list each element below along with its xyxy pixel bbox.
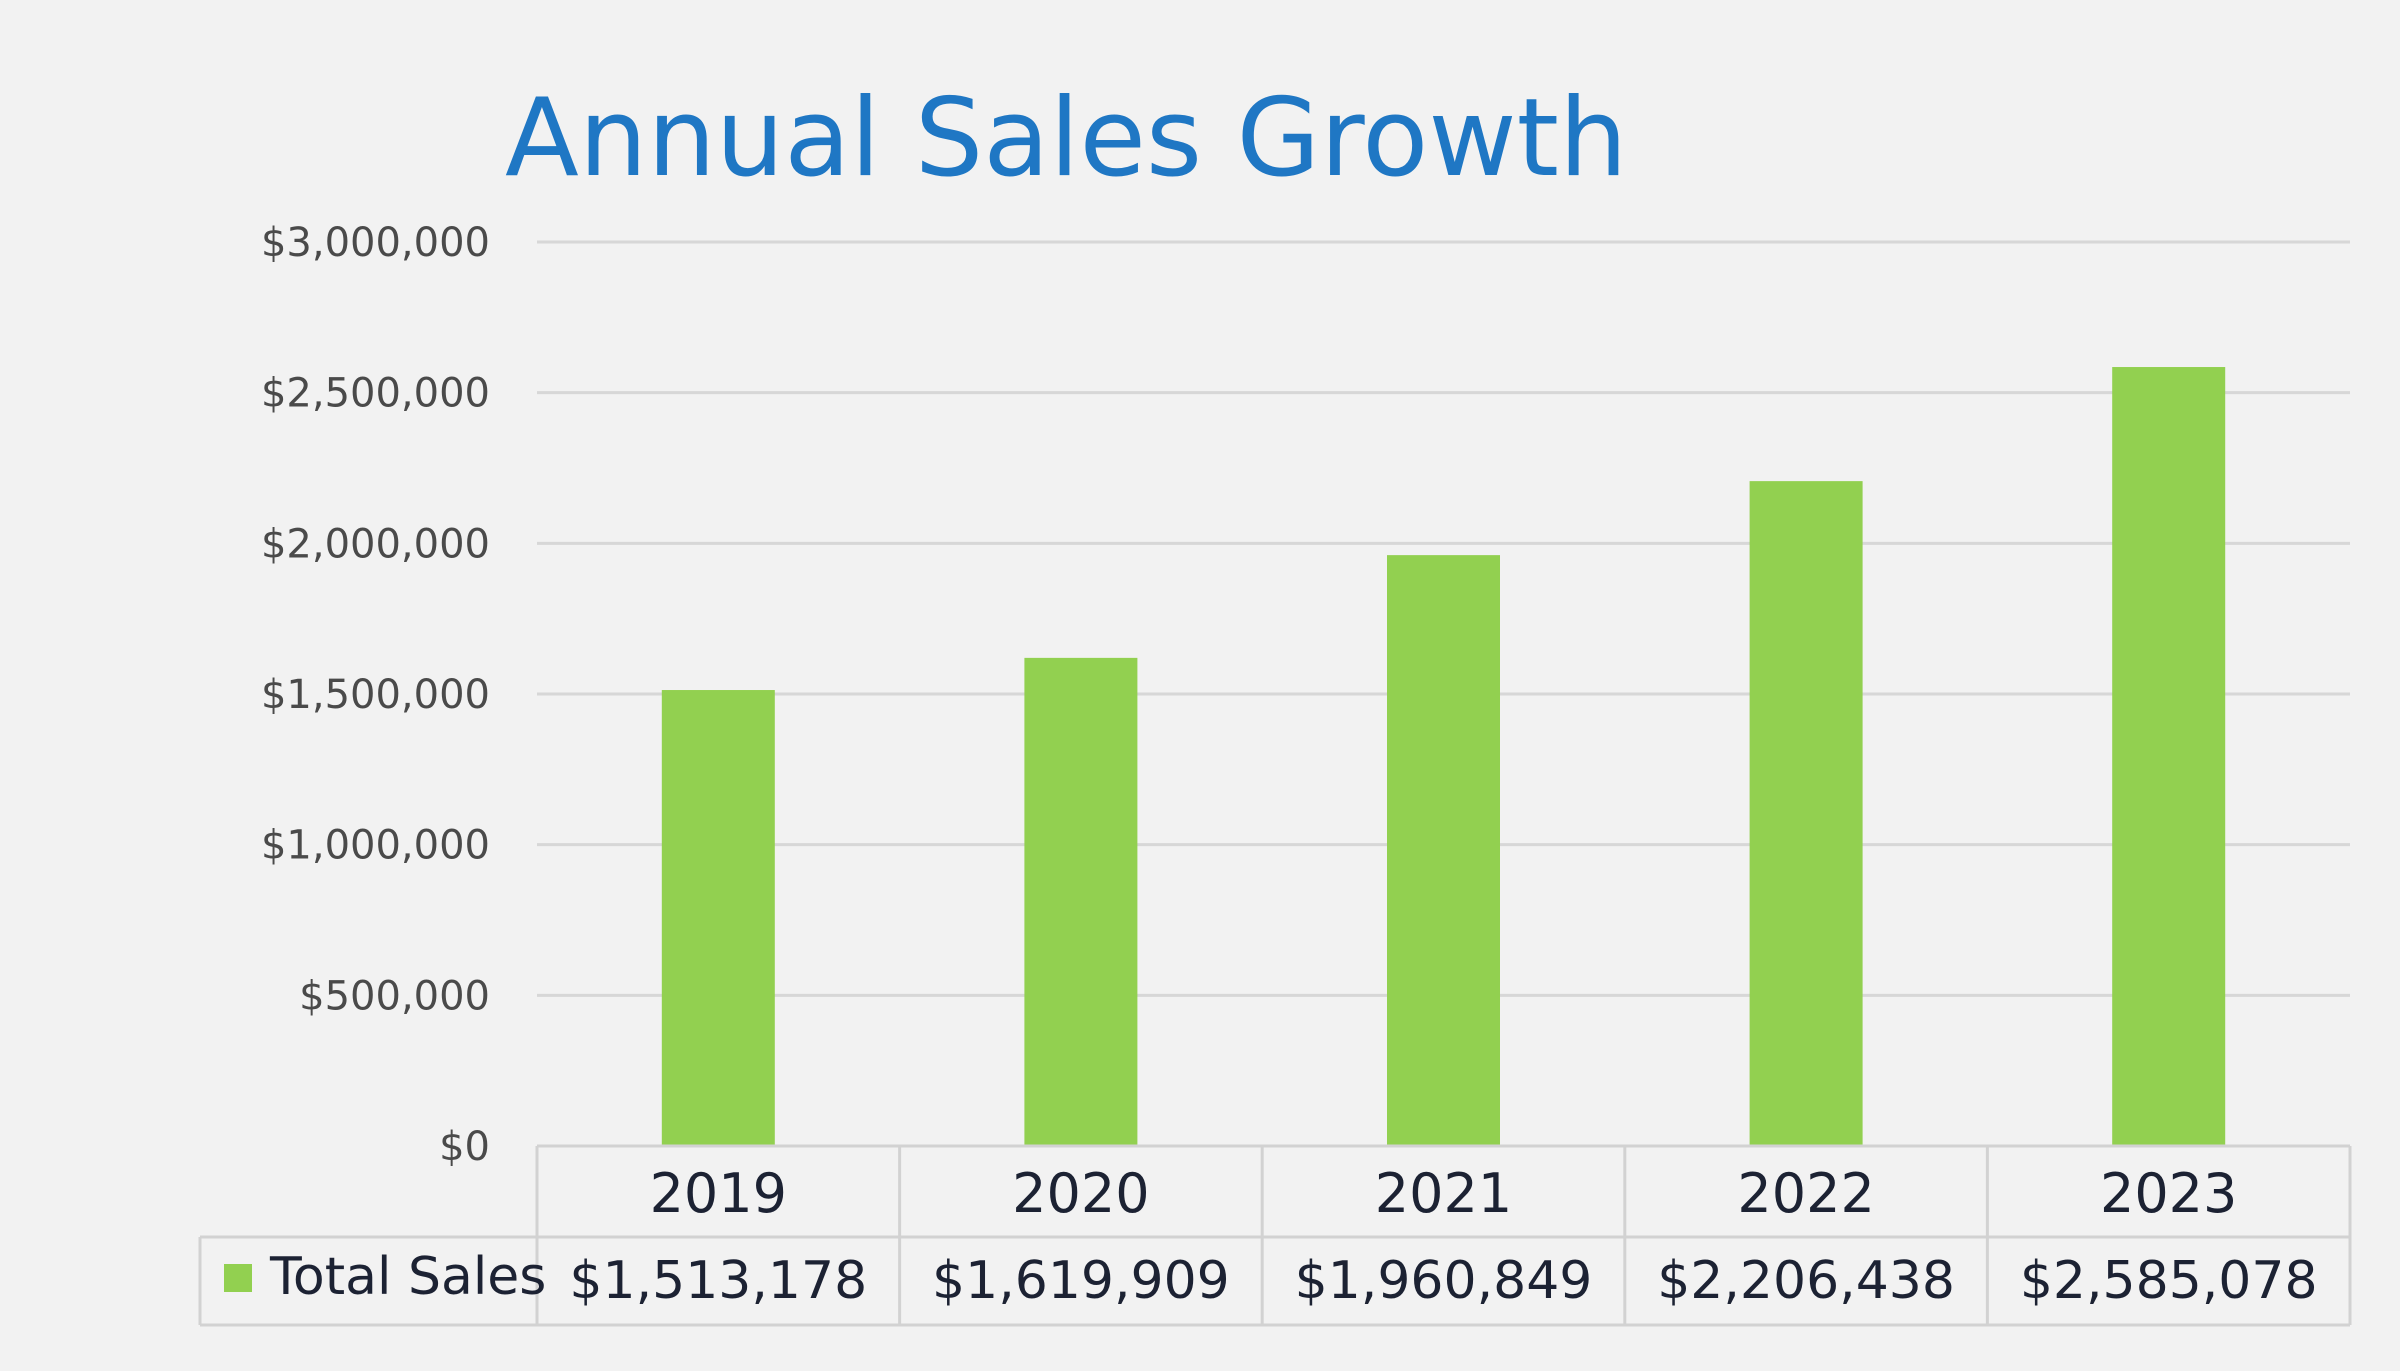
bar	[1749, 481, 1863, 1146]
y-tick-label: $500,000	[299, 973, 490, 1019]
data-label: $1,619,909	[932, 1251, 1230, 1311]
chart-title: Annual Sales Growth	[505, 76, 1627, 201]
y-tick-label: $2,000,000	[261, 521, 490, 567]
data-label: $1,960,849	[1295, 1251, 1593, 1311]
data-label: $1,513,178	[569, 1251, 867, 1311]
x-tick-label: 2019	[650, 1162, 787, 1225]
y-axis: $0 $500,000 $1,000,000 $1,500,000 $2,000,000…	[261, 220, 490, 1170]
legend-label: Total Sales	[269, 1247, 546, 1307]
bar	[2112, 367, 2226, 1147]
y-tick-label: $2,500,000	[261, 371, 490, 417]
x-tick-label: 2021	[1375, 1162, 1512, 1225]
bar	[1387, 555, 1500, 1146]
y-tick-label: $1,000,000	[261, 823, 490, 869]
x-tick-label: 2023	[2100, 1162, 2237, 1225]
data-table: 2019 $1,513,178 2020 $1,619,909 2021 $1,960,8…	[198, 1144, 2352, 1327]
data-label: $2,206,438	[1657, 1251, 1955, 1311]
y-tick-label: $1,500,000	[261, 672, 490, 718]
bar	[1024, 657, 1138, 1146]
data-label: $2,585,078	[2020, 1251, 2318, 1311]
y-tick-label: $3,000,000	[261, 220, 490, 266]
x-tick-label: 2022	[1737, 1162, 1874, 1225]
legend-swatch	[224, 1264, 252, 1292]
bars	[661, 367, 2226, 1147]
bar	[661, 690, 775, 1146]
x-tick-label: 2020	[1012, 1162, 1149, 1225]
y-tick-label: $0	[439, 1124, 490, 1170]
